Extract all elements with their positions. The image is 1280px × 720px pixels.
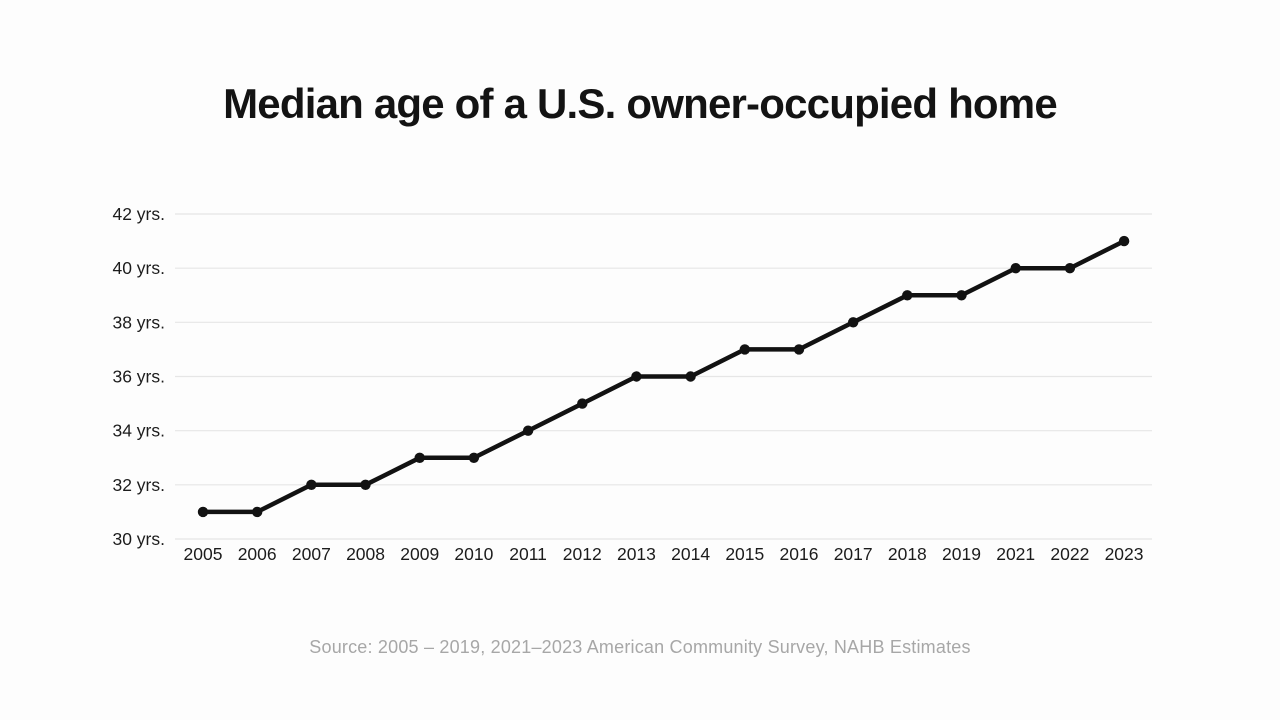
data-line: [200, 238, 1127, 515]
data-point: [793, 344, 805, 355]
data-point: [360, 479, 371, 490]
source-note: Source: 2005 – 2019, 2021–2023 American …: [309, 637, 971, 657]
x-tick-label: 2021: [996, 544, 1035, 564]
data-point: [197, 506, 209, 518]
y-tick-label: 38 yrs.: [112, 312, 165, 332]
y-tick-label: 40 yrs.: [112, 258, 165, 278]
data-point: [902, 290, 913, 301]
x-tick-label: 2019: [942, 544, 981, 564]
x-tick-label: 2006: [238, 544, 277, 564]
data-point: [414, 452, 425, 463]
data-point: [956, 290, 967, 301]
y-tick-label: 36 yrs.: [112, 367, 165, 387]
data-point: [1064, 263, 1076, 274]
x-tick-label: 2018: [888, 544, 927, 564]
y-tick-label: 42 yrs.: [112, 204, 165, 224]
x-tick-label: 2016: [780, 544, 819, 564]
x-tick-label: 2014: [671, 544, 710, 564]
y-tick-label: 34 yrs.: [112, 421, 165, 441]
x-tick-label: 2017: [834, 544, 873, 564]
x-tick-label: 2011: [509, 544, 547, 564]
x-tick-label: 2012: [563, 544, 602, 564]
data-point: [468, 452, 480, 463]
x-tick-label: 2009: [400, 544, 439, 564]
data-point: [739, 344, 750, 355]
x-tick-label: 2015: [725, 544, 764, 564]
data-point: [685, 371, 696, 382]
data-point: [577, 398, 588, 409]
data-point: [848, 317, 859, 328]
data-point: [631, 371, 642, 382]
y-tick-label: 30 yrs.: [112, 529, 165, 549]
x-tick-label: 2013: [617, 544, 656, 564]
x-tick-label: 2005: [184, 544, 223, 564]
data-point: [1118, 235, 1130, 247]
x-tick-label: 2023: [1105, 544, 1144, 564]
chart-title: Median age of a U.S. owner-occupied home: [223, 80, 1058, 127]
x-tick-label: 2022: [1050, 544, 1089, 564]
y-tick-label: 32 yrs.: [112, 475, 165, 495]
data-point: [1010, 263, 1021, 274]
data-point: [522, 425, 534, 436]
x-tick-label: 2010: [454, 544, 493, 564]
x-tick-label: 2007: [292, 544, 331, 564]
x-tick-label: 2008: [346, 544, 385, 564]
data-point: [252, 506, 263, 518]
data-point: [306, 479, 317, 490]
